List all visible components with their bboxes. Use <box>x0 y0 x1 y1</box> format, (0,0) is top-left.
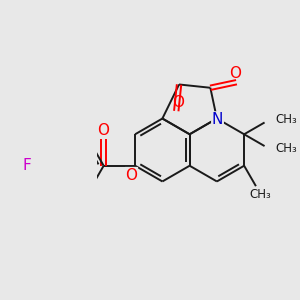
Text: O: O <box>172 95 184 110</box>
Text: CH₃: CH₃ <box>276 142 297 155</box>
Text: F: F <box>22 158 31 173</box>
Text: CH₃: CH₃ <box>250 188 272 202</box>
Text: O: O <box>229 66 241 81</box>
Text: CH₃: CH₃ <box>276 113 297 127</box>
Text: O: O <box>97 123 109 138</box>
Text: N: N <box>212 112 223 127</box>
Text: O: O <box>125 168 137 183</box>
